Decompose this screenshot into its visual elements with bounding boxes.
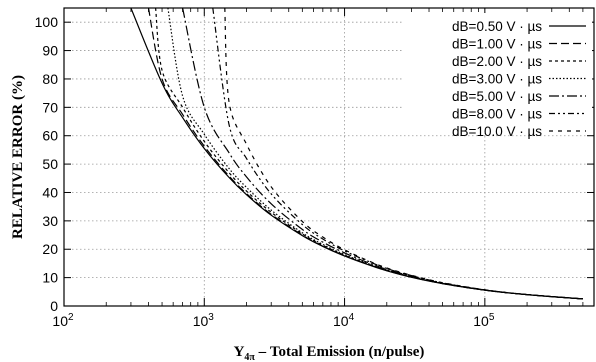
y-tick-label: 0 <box>50 298 58 314</box>
x-axis-title: Y4π – Total Emission (n/pulse) <box>234 344 425 362</box>
x-tick-label: 103 <box>193 312 215 329</box>
axis-ticks: 0 10 20 30 40 50 60 70 80 90 100 102 103 104 105 <box>35 8 595 329</box>
series-curves <box>130 7 583 300</box>
y-tick-label: 90 <box>42 43 58 59</box>
series-line-5 <box>212 7 583 300</box>
legend-label-3: dB=3.00 V · µs <box>452 72 542 87</box>
legend-label-4: dB=5.00 V · µs <box>452 89 542 104</box>
legend-background <box>404 13 592 133</box>
y-tick-label: 40 <box>42 184 58 200</box>
legend-label-0: dB=0.50 V · µs <box>452 19 542 34</box>
x-axis-title-subscript: 4π <box>244 352 255 362</box>
series-line-6 <box>224 7 583 300</box>
y-tick-label: 30 <box>42 213 58 229</box>
x-axis-title-rest: – Total Emission (n/pulse) <box>255 344 425 360</box>
x-tick-label: 105 <box>473 312 495 329</box>
series-line-2 <box>155 7 583 300</box>
y-tick-label: 60 <box>42 128 58 144</box>
legend-label-6: dB=10.0 V · µs <box>452 124 542 139</box>
y-tick-label: 20 <box>42 241 58 257</box>
y-axis-title: RELATIVE ERROR (%) <box>10 75 26 239</box>
y-tick-label: 100 <box>35 14 59 30</box>
y-tick-label: 50 <box>42 156 58 172</box>
x-tick-label: 102 <box>52 312 74 329</box>
legend-label-2: dB=2.00 V · µs <box>452 54 542 69</box>
plot-frame <box>63 7 595 307</box>
y-tick-label: 80 <box>42 71 58 87</box>
y-tick-label: 70 <box>42 99 58 115</box>
x-tick-label: 104 <box>333 312 355 329</box>
legend-label-1: dB=1.00 V · µs <box>452 37 542 52</box>
y-tick-label: 10 <box>42 270 58 286</box>
x-axis-title-symbol: Y <box>234 344 245 360</box>
legend-label-5: dB=8.00 V · µs <box>452 107 542 122</box>
legend: dB=0.50 V · µs dB=1.00 V · µs dB=2.00 V · … <box>404 13 592 139</box>
